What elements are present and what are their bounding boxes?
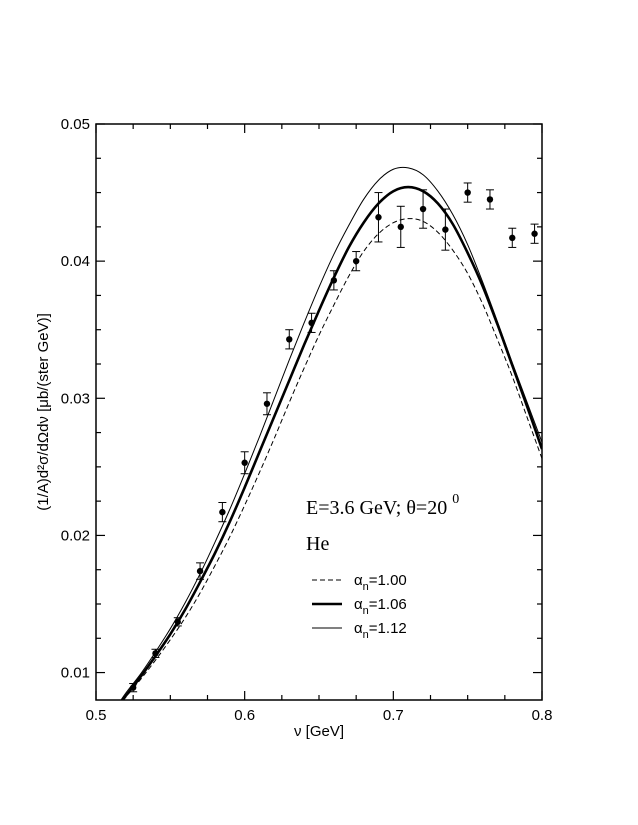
data-point [196,562,205,580]
curve-alpha-1-06 [120,185,542,700]
x-tick-label: 0.7 [383,707,404,724]
data-point [396,205,405,248]
point-marker [442,226,449,233]
data-point [285,329,294,350]
target-label: He [306,533,329,555]
legend-subscript: n [363,629,369,641]
model-curves [120,166,542,700]
legend-value: =1.00 [369,572,407,589]
curve-alpha-1-00 [122,218,542,700]
legend-value: =1.06 [369,596,407,613]
point-marker [375,214,382,221]
legend-symbol: α [354,596,363,613]
point-marker [352,257,360,265]
data-point [463,182,472,203]
point-marker [486,196,494,203]
data-points [129,182,539,693]
point-marker [308,319,315,327]
data-point [129,683,138,693]
y-axis: 0.01 0.02 0.03 0.04 0.05 [61,116,542,682]
plot-frame [95,123,543,701]
annotation-kinematics: E=3.6 GeV; θ=20 0 [306,492,459,519]
x-tick-label: 0.5 [86,707,107,724]
data-point [262,392,271,416]
data-point [508,227,517,248]
legend-label: αn=1.00 [354,572,407,593]
kinematics-label: E=3.6 GeV; θ=20 0 [306,492,459,519]
point-marker [397,223,404,231]
point-marker [286,336,293,343]
curve-alpha-1-12 [120,166,542,700]
y-tick-label: 0.05 [61,116,90,133]
legend-label: αn=1.06 [354,596,407,617]
kinematics-text: E=3.6 GeV; θ=20 [306,497,447,519]
x-axis-title: ν [GeV] [294,723,344,740]
y-tick-label: 0.01 [61,665,90,682]
kinematics-degree: 0 [452,492,459,507]
data-point [374,192,383,243]
point-marker [241,459,248,466]
y-tick-label: 0.02 [61,527,90,544]
point-marker [219,508,226,516]
x-axis: 0.5 0.6 0.7 0.8 [86,124,553,724]
data-point [307,312,316,333]
point-marker [330,277,338,284]
point-marker [196,567,204,575]
data-point [530,223,539,244]
data-point [173,617,182,627]
legend-subscript: n [363,581,369,593]
point-marker [419,205,427,213]
legend-subscript: n [363,605,369,617]
legend-label: αn=1.12 [354,620,407,641]
data-point [329,270,338,291]
legend-symbol: α [354,620,363,637]
point-marker [152,650,159,657]
data-point [151,648,160,658]
data-point [352,251,361,272]
point-marker [174,618,181,626]
x-tick-label: 0.6 [234,707,255,724]
point-marker [531,230,538,237]
point-marker [509,234,516,242]
y-tick-label: 0.03 [61,390,90,407]
data-point [218,502,227,523]
data-point [485,189,494,210]
point-marker [464,189,471,196]
point-marker [129,684,137,691]
legend-symbol: α [354,572,363,589]
data-point [240,451,249,475]
legend-value: =1.12 [369,620,407,637]
data-point [419,189,428,229]
y-axis-title: (1/A)d²σ/dΩdν [μb/(ster GeV)] [35,313,52,511]
y-tick-label: 0.04 [61,253,90,270]
point-marker [263,400,271,407]
data-point [441,208,450,251]
x-tick-label: 0.8 [532,707,553,724]
plot-border [95,123,543,701]
